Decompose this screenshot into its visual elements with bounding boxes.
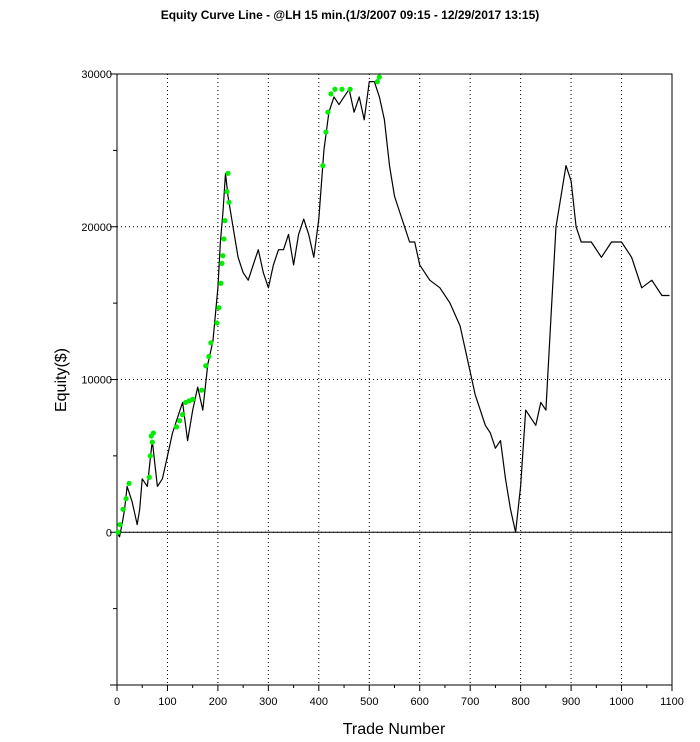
x-tick-label: 200	[209, 696, 227, 708]
equity-high-marker	[126, 480, 132, 486]
equity-high-marker	[173, 424, 180, 430]
equity-high-marker	[332, 86, 338, 92]
equity-high-marker	[226, 199, 232, 205]
equity-high-marker	[203, 363, 209, 369]
x-axis-title: Trade Number	[343, 721, 446, 738]
equity-high-marker	[123, 496, 129, 502]
equity-high-marker	[224, 189, 230, 195]
equity-high-marker	[199, 387, 205, 393]
y-axis-title: Equity($)	[53, 348, 70, 412]
marker-layer	[115, 74, 382, 535]
equity-high-marker	[150, 430, 156, 436]
equity-high-marker	[347, 86, 353, 92]
equity-high-marker	[328, 91, 334, 97]
equity-high-marker	[216, 305, 222, 311]
series-layer	[116, 80, 670, 538]
equity-high-marker	[146, 474, 152, 480]
x-tick-label: 800	[511, 696, 529, 708]
equity-high-marker	[120, 506, 126, 512]
equity-high-marker	[214, 320, 220, 326]
label-layer: 0 100 200 300 400 500 600 700 800 900 1000 1100 0 100…	[81, 69, 683, 708]
equity-high-marker	[323, 129, 329, 135]
equity-high-marker	[376, 74, 382, 80]
x-tick-label: 100	[158, 696, 176, 708]
equity-high-marker	[117, 522, 123, 528]
equity-high-marker	[225, 170, 231, 176]
x-tick-label: 400	[310, 696, 328, 708]
equity-high-marker	[221, 236, 227, 242]
equity-high-marker	[206, 353, 212, 360]
x-tick-label: 0	[114, 696, 120, 708]
x-tick-label: 300	[259, 696, 277, 708]
x-tick-label: 1100	[660, 696, 684, 708]
equity-high-marker	[149, 439, 155, 445]
grid-layer	[117, 74, 672, 685]
equity-high-marker	[219, 260, 225, 267]
equity-high-marker	[374, 79, 380, 85]
y-tick-label: 10000	[81, 375, 112, 387]
x-tick-label: 1000	[609, 696, 633, 708]
y-tick-label: 30000	[81, 69, 112, 81]
plot-frame	[116, 73, 673, 686]
x-tick-label: 900	[562, 696, 580, 708]
equity-high-marker	[176, 418, 183, 424]
equity-high-marker	[115, 529, 121, 535]
y-tick-label: 20000	[81, 222, 112, 234]
equity-line	[116, 80, 670, 538]
equity-high-marker	[208, 340, 214, 346]
equity-high-marker	[218, 280, 224, 286]
equity-high-marker	[147, 453, 153, 459]
equity-high-marker	[339, 86, 345, 92]
chart-title: Equity Curve Line - @LH 15 min.(1/3/2007…	[160, 8, 540, 22]
equity-high-marker	[320, 163, 326, 169]
x-tick-label: 700	[461, 696, 479, 708]
x-tick-label: 500	[360, 696, 378, 708]
axes-layer	[110, 73, 673, 691]
y-tick-label: 0	[106, 527, 112, 539]
x-tick-label: 600	[411, 696, 429, 708]
equity-high-marker	[179, 412, 186, 418]
equity-high-marker	[190, 396, 196, 402]
equity-high-marker	[220, 253, 226, 259]
equity-high-marker	[222, 218, 228, 224]
equity-high-marker	[325, 109, 331, 115]
